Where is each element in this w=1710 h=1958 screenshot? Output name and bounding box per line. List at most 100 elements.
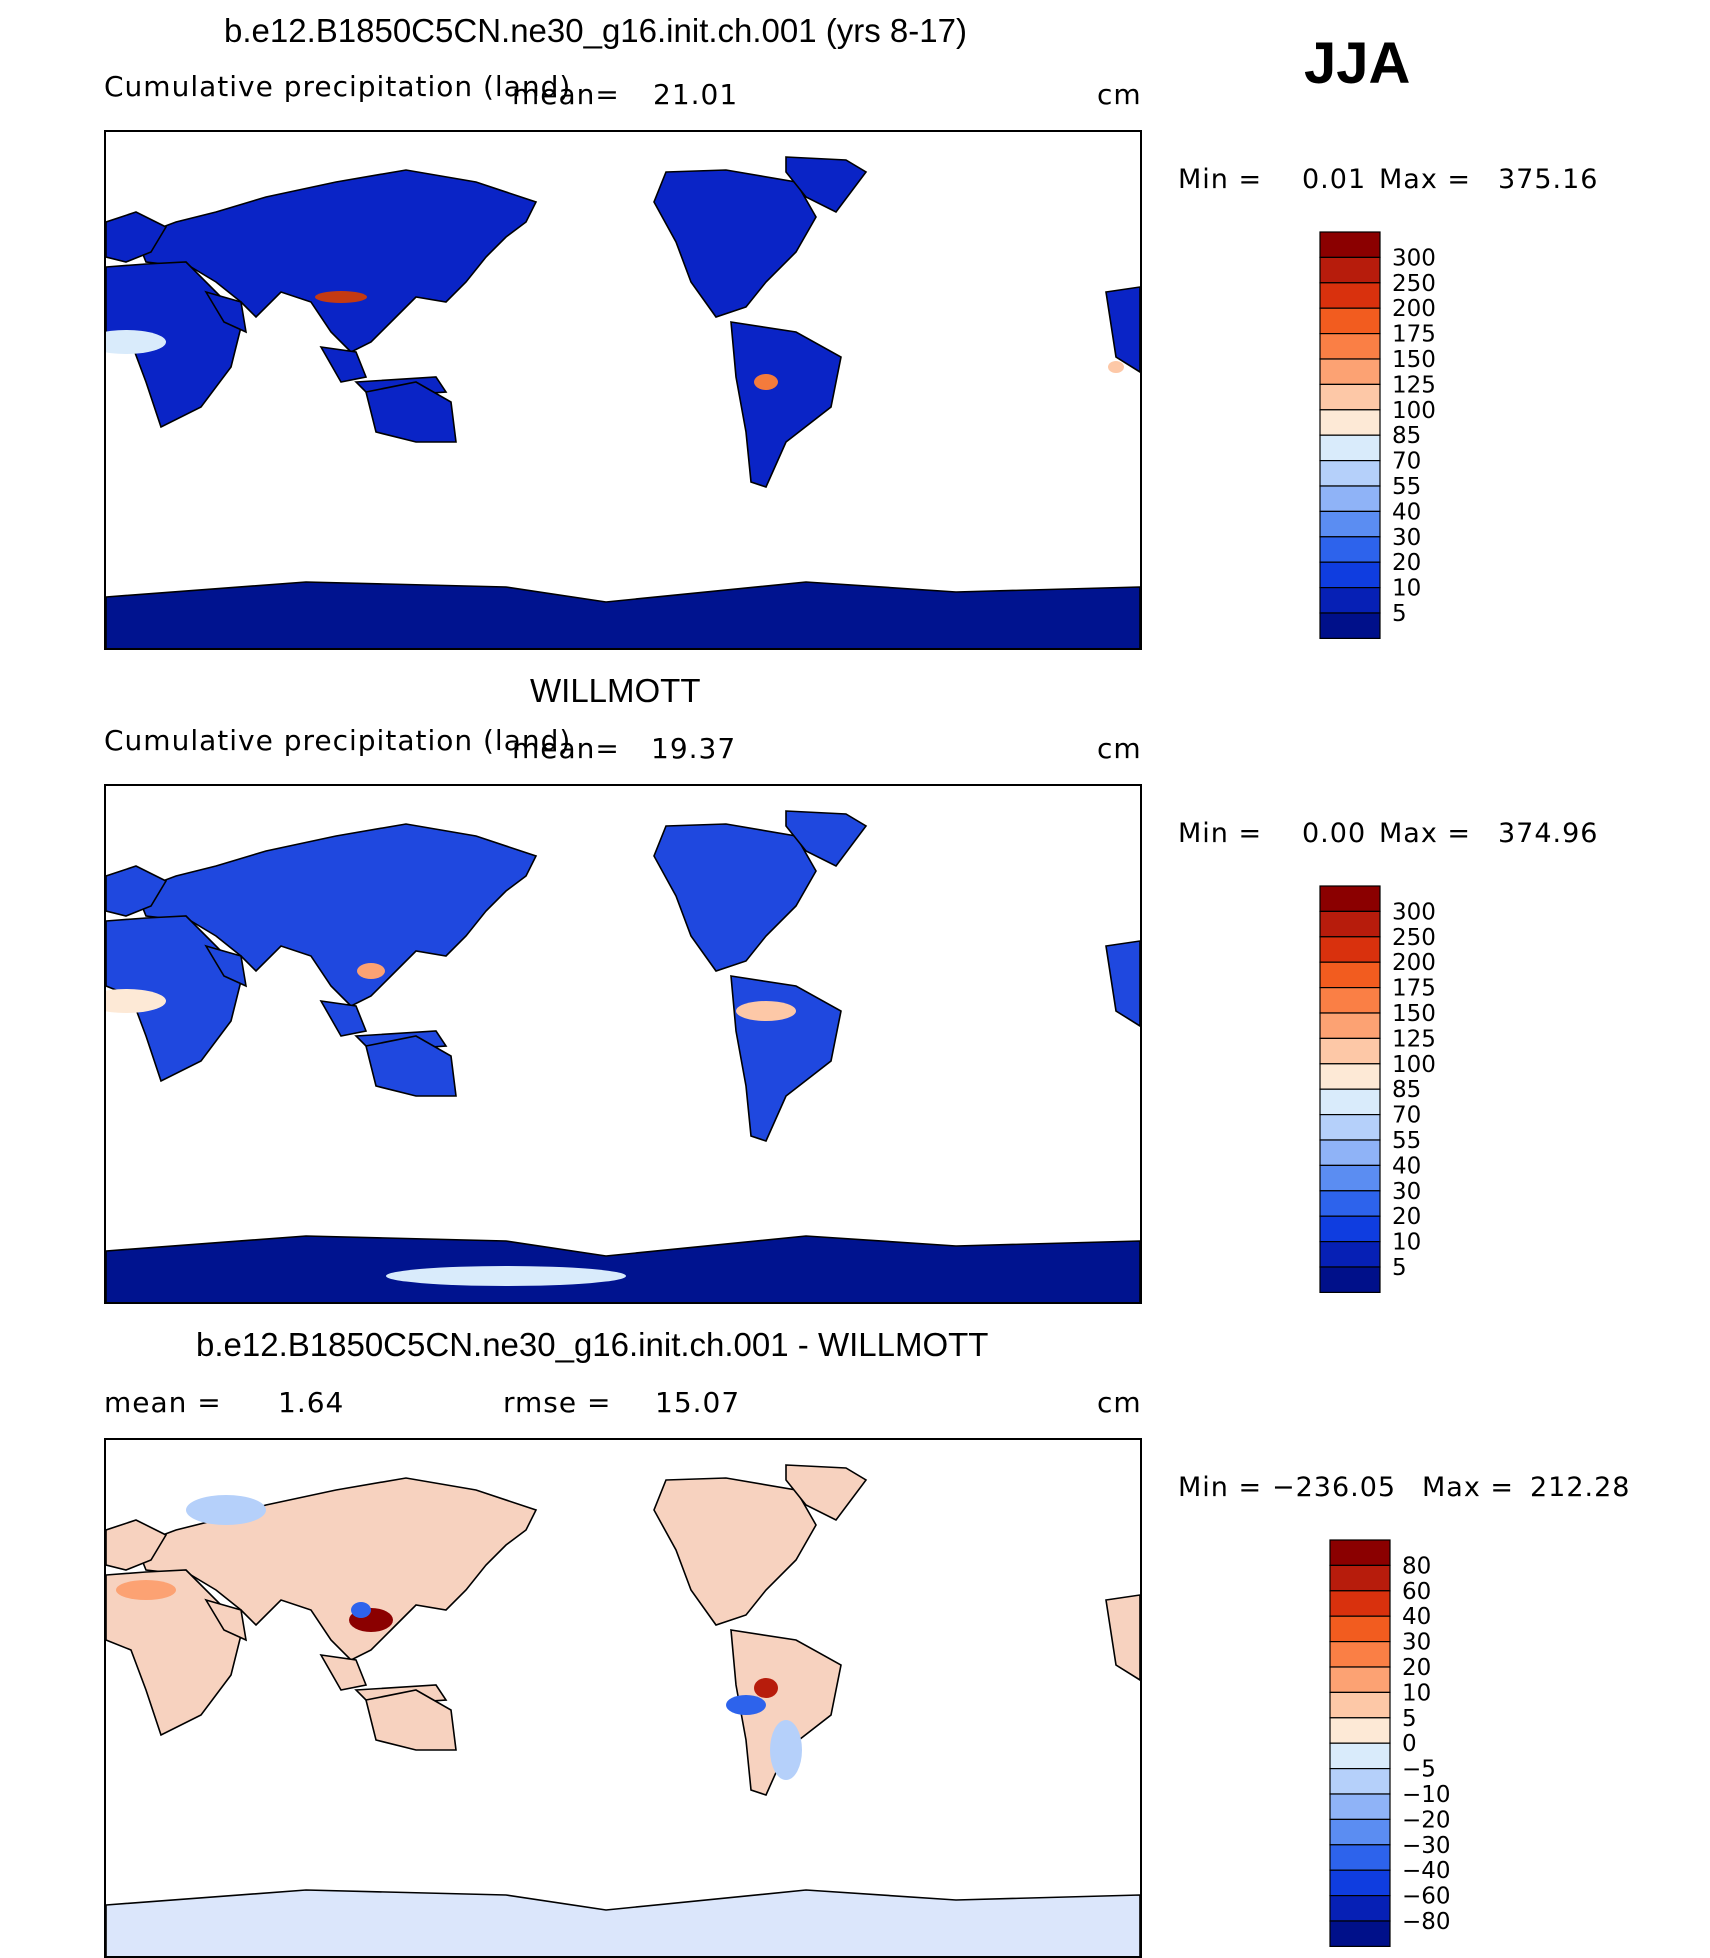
seasia-landmass — [319, 1653, 368, 1691]
precip-anomaly-patch — [351, 1602, 371, 1618]
panel-1-min-label: Min = — [1178, 164, 1263, 195]
colorbar-tick-label: 300 — [1392, 245, 1436, 271]
panel-1-max-label: Max = — [1379, 164, 1472, 195]
colorbar-box — [1319, 485, 1381, 512]
panel-1-colorbar: 300 250 200 175 150 125 100 85 70 55 40 30 20 10 5 — [1318, 230, 1478, 640]
colorbar-box — [1319, 307, 1381, 335]
panel-1-mean-label: mean= — [512, 78, 620, 111]
colorbar-box — [1319, 1063, 1381, 1090]
colorbar-box — [1319, 910, 1381, 938]
eurasia-landmass — [134, 823, 538, 1007]
colorbar-tick-label: 85 — [1392, 1077, 1421, 1103]
panel-3-mean-label: mean = — [104, 1386, 222, 1419]
panel-1-title: b.e12.B1850C5CN.ne30_g16.init.ch.001 (yr… — [224, 12, 967, 49]
colorbar-tick-label: 10 — [1392, 1230, 1421, 1256]
australia-landmass — [365, 1689, 457, 1751]
colorbar-tick-label: 80 — [1402, 1553, 1431, 1579]
colorbar-tick-label: −5 — [1402, 1757, 1436, 1783]
panel-1-min-value: 0.01 — [1302, 164, 1367, 195]
precip-anomaly-patch — [116, 1580, 176, 1600]
africa-landmass — [106, 1569, 242, 1737]
precip-anomaly-patch — [1108, 361, 1124, 373]
panel-2-min-label: Min = — [1178, 818, 1263, 849]
panel-2-mean-value: 19.37 — [651, 732, 737, 765]
australia-landmass — [365, 1035, 457, 1097]
colorbar-tick-label: 40 — [1392, 1153, 1421, 1179]
precip-anomaly-patch — [106, 330, 166, 354]
samerica-landmass — [730, 975, 842, 1142]
greenland-landmass — [785, 810, 868, 868]
colorbar-box — [1319, 1037, 1381, 1065]
namerica-landmass — [653, 169, 817, 318]
colorbar-box — [1329, 1895, 1391, 1922]
colorbar-box — [1319, 1190, 1381, 1217]
antarctica-landmass — [106, 1235, 1140, 1302]
colorbar-tick-label: 40 — [1392, 499, 1421, 525]
namerica-landmass — [653, 823, 817, 972]
panel-2-variable-label: Cumulative precipitation (land) — [104, 724, 572, 757]
panel-3-units: cm — [1097, 1386, 1142, 1419]
precip-anomaly-patch — [726, 1695, 766, 1715]
colorbar-box — [1319, 885, 1381, 912]
precip-anomaly-patch — [357, 963, 385, 979]
colorbar-box — [1319, 358, 1381, 385]
panel-2-title: WILLMOTT — [530, 672, 701, 709]
colorbar-tick-label: 70 — [1392, 1103, 1421, 1129]
colorbar-box — [1319, 936, 1381, 963]
colorbar-tick-label: 10 — [1392, 576, 1421, 602]
colorbar-tick-label: 55 — [1392, 474, 1421, 500]
arabia-landmass — [204, 944, 248, 988]
panel-2-max-value: 374.96 — [1498, 818, 1599, 849]
colorbar-tick-label: 0 — [1402, 1731, 1417, 1757]
precip-anomaly-patch — [754, 374, 778, 390]
colorbar-tick-label: 30 — [1392, 1179, 1421, 1205]
colorbar-tick-label: 250 — [1392, 925, 1436, 951]
colorbar-box — [1329, 1564, 1391, 1592]
greenland-landmass — [785, 156, 868, 214]
colorbar-box — [1329, 1590, 1391, 1617]
eurasia-landmass — [134, 169, 538, 353]
colorbar-box — [1329, 1869, 1391, 1897]
panel-1-units: cm — [1097, 78, 1142, 111]
panel-3-mean-value: 1.64 — [278, 1386, 345, 1419]
colorbar-box — [1319, 1164, 1381, 1192]
colorbar-box — [1319, 256, 1381, 284]
colorbar-tick-label: 30 — [1392, 525, 1421, 551]
world-map-svg — [106, 156, 1140, 648]
colorbar-tick-label: 125 — [1392, 1026, 1436, 1052]
colorbar-tick-label: 250 — [1392, 271, 1436, 297]
precip-anomaly-patch — [736, 1001, 796, 1021]
colorbar-box — [1329, 1539, 1391, 1566]
colorbar-tick-label: 20 — [1392, 1204, 1421, 1230]
panel-3-rmse-value: 15.07 — [655, 1386, 741, 1419]
colorbar-tick-label: −30 — [1402, 1833, 1451, 1859]
colorbar-box — [1319, 1012, 1381, 1039]
colorbar-box — [1329, 1717, 1391, 1744]
colorbar-tick-label: 200 — [1392, 950, 1436, 976]
precip-anomaly-patch — [106, 989, 166, 1013]
antarctica-landmass — [106, 1889, 1140, 1956]
colorbar-tick-label: 100 — [1392, 1052, 1436, 1078]
colorbar-box — [1329, 1793, 1391, 1820]
colorbar-tick-label: 200 — [1392, 296, 1436, 322]
colorbar-tick-label: −40 — [1402, 1858, 1451, 1884]
panel-2-units: cm — [1097, 732, 1142, 765]
world-map-svg — [106, 1464, 1140, 1956]
panel-1-max-value: 375.16 — [1498, 164, 1599, 195]
panel-3-max-value: 212.28 — [1530, 1472, 1631, 1503]
colorbar-tick-label: 85 — [1392, 423, 1421, 449]
colorbar-tick-label: −60 — [1402, 1884, 1451, 1910]
panel-3-min-value: −236.05 — [1272, 1472, 1397, 1503]
panel-3-map — [104, 1438, 1142, 1958]
season-label: JJA — [1304, 31, 1411, 96]
colorbar-box — [1329, 1640, 1391, 1668]
colorbar-box — [1319, 561, 1381, 589]
colorbar-box — [1319, 383, 1381, 411]
colorbar-tick-label: 125 — [1392, 372, 1436, 398]
panel-3-colorbar: 80 60 40 30 20 10 5 0 −5 −10 −20 −30 −40 −60 −80 — [1328, 1538, 1488, 1948]
colorbar-box — [1319, 986, 1381, 1014]
colorbar-tick-label: 100 — [1392, 398, 1436, 424]
seasia-landmass — [319, 345, 368, 383]
